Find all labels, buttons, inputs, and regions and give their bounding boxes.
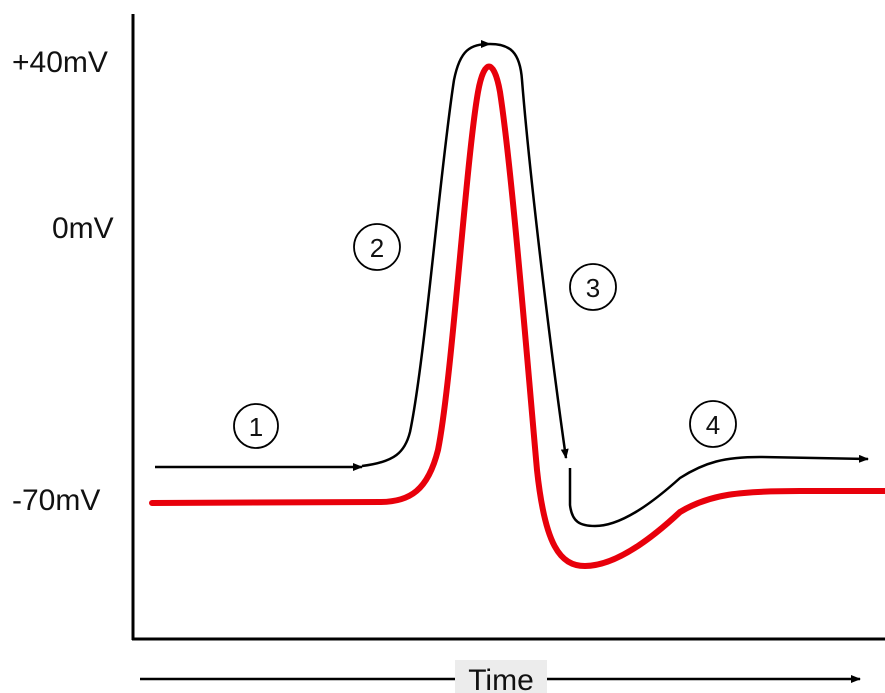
phase2-arrow <box>361 40 491 468</box>
phase-4-marker: 4 <box>689 400 737 448</box>
svg-text:1: 1 <box>249 412 263 442</box>
y-label-minus70: -70mV <box>12 484 100 517</box>
svg-text:4: 4 <box>706 410 720 440</box>
svg-text:2: 2 <box>370 233 384 263</box>
membrane-potential-trace <box>149 63 885 569</box>
y-label-zero: 0mV <box>52 212 114 245</box>
y-label-plus40: +40mV <box>12 46 108 79</box>
time-label: Time <box>468 664 534 693</box>
phase4-arrow <box>568 454 869 528</box>
phase-3-marker: 3 <box>569 263 617 311</box>
peak-arc <box>489 42 569 459</box>
phase-1-marker: 1 <box>233 403 279 449</box>
svg-text:3: 3 <box>586 273 600 303</box>
time-label-bg <box>455 660 547 693</box>
phase-2-marker: 2 <box>353 223 401 271</box>
